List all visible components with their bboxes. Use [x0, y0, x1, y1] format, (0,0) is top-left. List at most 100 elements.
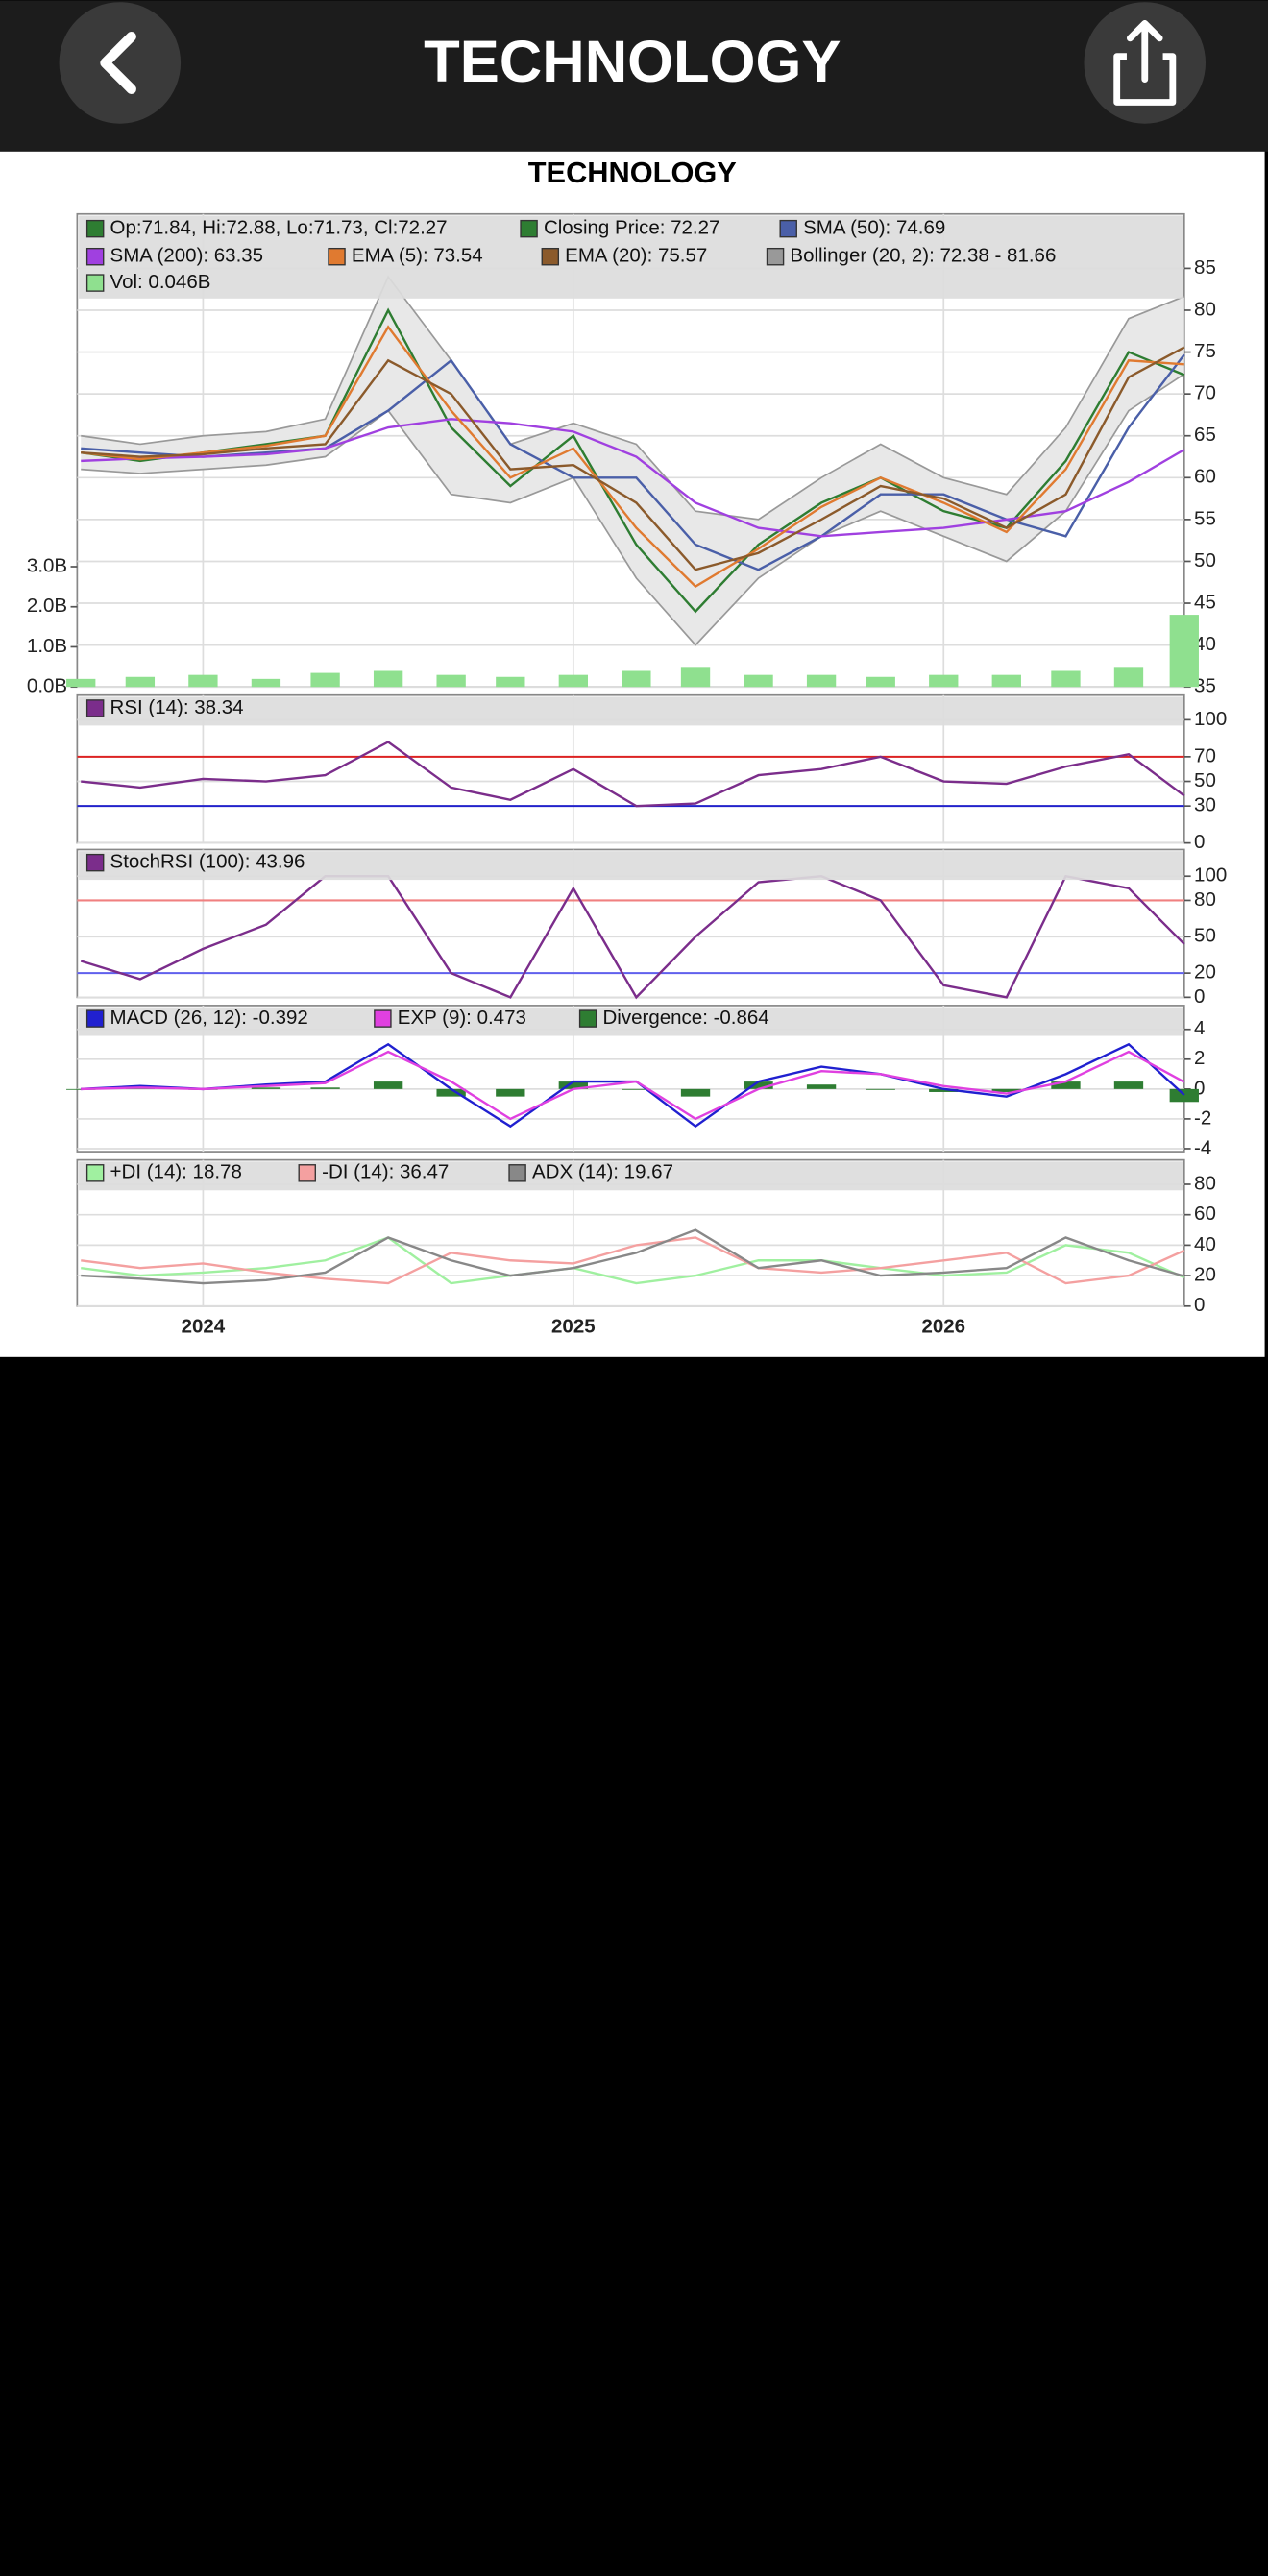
bar [251, 1087, 281, 1089]
y-tick-label: -2 [1194, 1106, 1211, 1129]
legend-label: Vol: 0.046B [110, 271, 211, 293]
y2-tick-label: 2.0B [27, 595, 67, 617]
bar [66, 678, 96, 688]
bar [310, 672, 340, 688]
y-tick-label: 80 [1194, 888, 1216, 911]
series-line [81, 418, 1185, 538]
y-tick-label: 70 [1194, 382, 1216, 404]
bar [1169, 615, 1199, 688]
y2-tick-label: 0.0B [27, 675, 67, 697]
y-tick-label: 45 [1194, 591, 1216, 613]
y-tick-label: 100 [1194, 864, 1227, 887]
legend-swatch [85, 247, 105, 266]
legend-label: EMA (5): 73.54 [352, 245, 483, 267]
bar [680, 667, 711, 688]
y-tick-label: 100 [1194, 708, 1227, 730]
bar [558, 1081, 589, 1089]
series-line [81, 1236, 1185, 1285]
share-button[interactable] [1084, 2, 1207, 124]
bar [806, 674, 837, 688]
legend-swatch [508, 1164, 526, 1182]
x-tick-label: 2024 [182, 1315, 226, 1337]
legend-bg [79, 696, 1183, 726]
legend-swatch [374, 1009, 392, 1028]
bar [188, 674, 218, 688]
y-tick-label: 75 [1194, 340, 1216, 362]
back-button-bg[interactable] [59, 2, 182, 124]
bar [866, 676, 895, 688]
bar [1113, 1081, 1144, 1089]
bar [744, 674, 773, 688]
y-tick-label: 50 [1194, 925, 1216, 947]
chart-title: TECHNOLOGY [528, 156, 738, 189]
y-tick-label: 60 [1194, 1203, 1216, 1225]
series-line [80, 874, 1185, 1000]
legend-bg [79, 1007, 1183, 1036]
series-line [81, 1236, 1185, 1285]
legend-label: EXP (9): 0.473 [398, 1007, 526, 1029]
legend-swatch [578, 1009, 597, 1028]
y-tick-label: 30 [1194, 794, 1216, 816]
y-tick-label: 0 [1194, 1077, 1205, 1099]
y-tick-label: -4 [1194, 1136, 1211, 1158]
band-upper [81, 275, 1185, 521]
bar [1051, 1081, 1081, 1089]
legend-bg [79, 1161, 1183, 1191]
y-tick-label: 50 [1194, 549, 1216, 571]
nav-title: TECHNOLOGY [424, 29, 841, 95]
bar [496, 1088, 525, 1097]
legend-swatch [85, 699, 105, 717]
legend-swatch [520, 219, 538, 238]
y2-tick-label: 3.0B [27, 554, 67, 576]
legend-label: SMA (200): 63.35 [110, 245, 264, 267]
bar [1113, 667, 1144, 688]
y-tick-label: 50 [1194, 769, 1216, 791]
y-tick-label: 85 [1194, 256, 1216, 279]
y-tick-label: 0 [1194, 985, 1205, 1008]
legend-swatch [85, 274, 105, 292]
legend-label: EMA (20): 75.57 [565, 245, 707, 267]
bar [929, 674, 959, 688]
bar [251, 678, 281, 688]
bar [66, 1088, 96, 1090]
bar [496, 676, 525, 688]
bar [622, 1088, 651, 1090]
bar [806, 1084, 837, 1089]
y-tick-label: 60 [1194, 466, 1216, 488]
back-icon[interactable] [100, 31, 136, 94]
back-button[interactable] [59, 2, 182, 124]
y-tick-label: 80 [1194, 1172, 1216, 1194]
legend-label: +DI (14): 18.78 [110, 1161, 242, 1183]
series-line [81, 741, 1185, 808]
nav-bar [0, 0, 1268, 152]
x-tick-label: 2025 [551, 1315, 596, 1337]
y-tick-label: 35 [1194, 675, 1216, 697]
share-arrow[interactable] [1126, 19, 1163, 83]
legend-label: -DI (14): 36.47 [322, 1161, 449, 1183]
legend-label: SMA (50): 74.69 [803, 217, 945, 239]
legend-label: MACD (26, 12): -0.392 [110, 1007, 308, 1029]
bar [1169, 1088, 1199, 1103]
y-tick-label: 2 [1194, 1047, 1205, 1069]
y-tick-label: 65 [1194, 424, 1216, 446]
legend-swatch [328, 247, 346, 266]
y-tick-label: 70 [1194, 744, 1216, 766]
bar [991, 1088, 1021, 1092]
y-tick-label: 40 [1194, 1233, 1216, 1255]
legend-swatch [541, 247, 560, 266]
share-box[interactable] [1113, 53, 1177, 106]
legend-label: Divergence: -0.864 [603, 1007, 769, 1029]
bar [125, 676, 156, 688]
band-fill [81, 277, 1184, 645]
legend-swatch [85, 1164, 105, 1182]
legend-label: Op:71.84, Hi:72.88, Lo:71.73, Cl:72.27 [110, 217, 448, 239]
legend-swatch [85, 1009, 105, 1028]
bar [436, 674, 466, 688]
bar [680, 1088, 711, 1097]
bar [991, 674, 1021, 688]
legend-label: StochRSI (100): 43.96 [110, 851, 305, 873]
legend-swatch [298, 1164, 316, 1182]
series-line [81, 325, 1184, 589]
